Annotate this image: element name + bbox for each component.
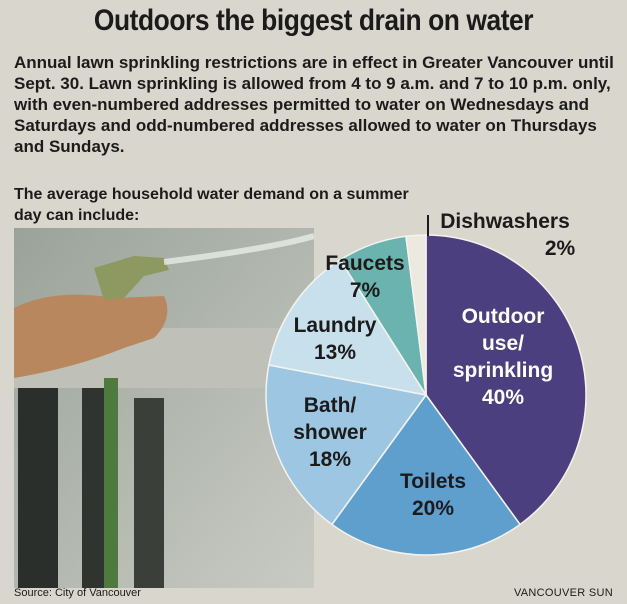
pie-label-0: Outdoor use/sprinkling 40% [453,305,553,409]
pie-label-1: Toilets 20% [400,470,466,520]
pie-label-3: Laundry 13% [294,314,377,364]
pie-slice-bathshower [265,364,428,526]
intro-text: Annual lawn sprinkling restrictions are … [14,53,614,156]
pie-label-5: Dishwashers 2% [440,210,575,260]
pie-slice-dishwashers [405,234,427,396]
pie-slice-toilets [330,393,522,556]
pie-slice-outdoorusesprinkling [425,234,587,526]
pie-labels: Outdoor use/sprinkling 40% Toilets 20% Bath/s… [293,210,575,520]
publisher-credit: VANCOUVER SUN [513,587,613,599]
pie-slices [265,234,587,556]
pie-label-2: Bath/shower 18% [293,394,367,471]
chart-subhead: The average household water demand on a … [14,186,409,224]
source-note: Source: City of Vancouver [14,587,141,599]
pie-slice-laundry [267,258,428,397]
pie-label-4: Faucets 7% [325,252,404,302]
hose-photo [14,228,314,588]
chart-title: Outdoors the biggest drain on water [93,4,534,37]
